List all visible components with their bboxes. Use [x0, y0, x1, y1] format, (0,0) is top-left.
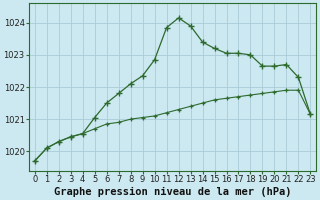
X-axis label: Graphe pression niveau de la mer (hPa): Graphe pression niveau de la mer (hPa): [54, 186, 291, 197]
